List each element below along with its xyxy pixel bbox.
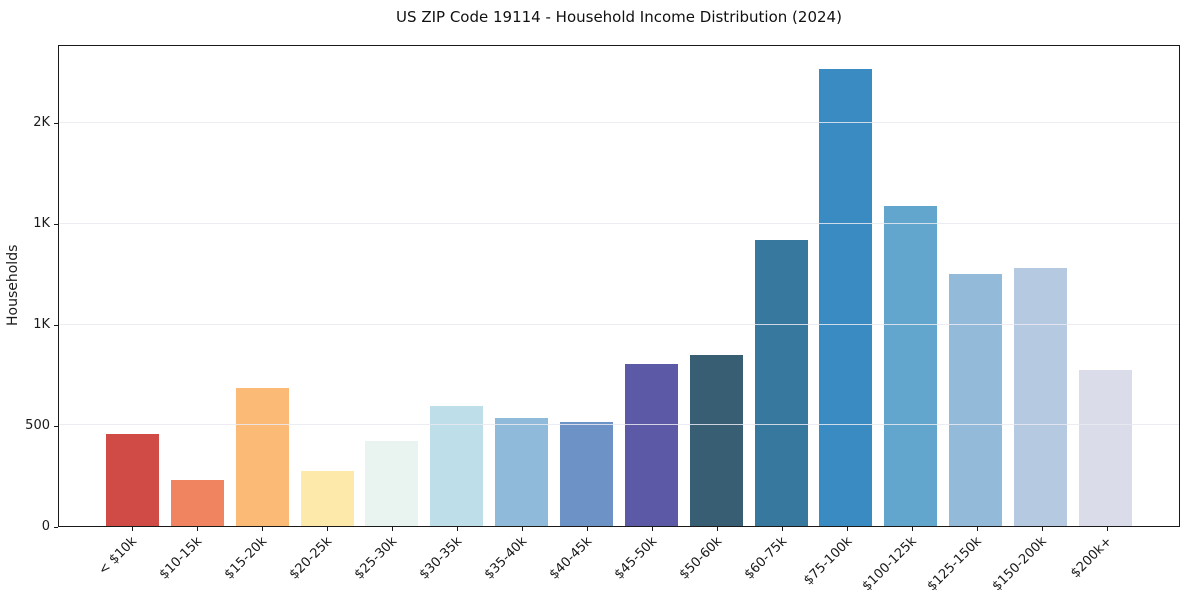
x-tick-label: $15-20k bbox=[221, 534, 271, 583]
x-tick-mark bbox=[1106, 527, 1108, 531]
bar-$45-50k bbox=[624, 363, 678, 526]
x-tick-label: $40-45k bbox=[546, 534, 596, 583]
bar-$200k+ bbox=[1078, 369, 1132, 526]
y-tick-mark bbox=[54, 527, 58, 528]
y-tick-label: 1K bbox=[33, 215, 50, 231]
x-tick-mark bbox=[131, 527, 133, 531]
x-tick-label: $25-30k bbox=[351, 534, 401, 583]
bar-$125-150k bbox=[949, 274, 1003, 526]
bar-$60-75k bbox=[754, 240, 808, 526]
y-tick-label: 1K bbox=[33, 316, 50, 332]
x-tick-mark bbox=[456, 527, 458, 531]
y-tick-label: 0 bbox=[41, 519, 50, 534]
x-tick-label: $125-150k bbox=[924, 534, 986, 590]
bar-$40-45k bbox=[560, 422, 614, 526]
bar-$100-125k bbox=[884, 205, 938, 526]
x-tick-label: $60-75k bbox=[741, 534, 791, 583]
x-tick-mark bbox=[521, 527, 523, 531]
x-tick-mark bbox=[391, 527, 393, 531]
x-tick-mark bbox=[1041, 527, 1043, 531]
x-tick-mark bbox=[846, 527, 848, 531]
x-tick-mark bbox=[716, 527, 718, 531]
bar-$20-25k bbox=[300, 471, 354, 526]
bar-$25-30k bbox=[365, 441, 419, 526]
x-tick-label: < $10k bbox=[96, 534, 141, 579]
bar-$35-40k bbox=[495, 418, 549, 526]
bar-< $10k bbox=[106, 434, 159, 526]
x-tick-label: $35-40k bbox=[481, 534, 531, 583]
y-tick-mark bbox=[54, 324, 58, 326]
bar-$50-60k bbox=[689, 354, 743, 526]
y-tick-label: 500 bbox=[25, 417, 50, 433]
x-tick-label: $200k+ bbox=[1068, 534, 1116, 582]
bar-$75-100k bbox=[819, 68, 873, 526]
x-tick-mark bbox=[326, 527, 328, 531]
x-tick-mark bbox=[651, 527, 653, 531]
x-tick-mark bbox=[976, 527, 978, 531]
y-axis-label: Households bbox=[5, 244, 21, 326]
bar-$150-200k bbox=[1014, 268, 1068, 526]
chart-title: US ZIP Code 19114 - Household Income Dis… bbox=[396, 8, 842, 26]
y-tick-mark bbox=[54, 425, 58, 427]
x-tick-mark bbox=[261, 527, 263, 531]
x-tick-label: $75-100k bbox=[800, 534, 856, 589]
x-tick-mark bbox=[911, 527, 913, 531]
x-tick-mark bbox=[586, 527, 588, 531]
bar-$15-20k bbox=[235, 388, 289, 526]
bars-container bbox=[59, 46, 1179, 526]
x-tick-label: $30-35k bbox=[416, 534, 466, 583]
x-tick-label: $20-25k bbox=[286, 534, 336, 583]
x-tick-label: $100-125k bbox=[859, 534, 921, 590]
x-tick-label: $45-50k bbox=[611, 534, 661, 583]
y-tick-mark bbox=[54, 223, 58, 225]
x-tick-label: $150-200k bbox=[989, 534, 1051, 590]
x-tick-label: $10-15k bbox=[156, 534, 206, 583]
x-tick-mark bbox=[781, 527, 783, 531]
plot-area bbox=[58, 45, 1180, 527]
bar-$30-35k bbox=[430, 406, 484, 526]
y-tick-mark bbox=[54, 122, 58, 124]
bar-$10-15k bbox=[170, 479, 224, 526]
y-tick-label: 2K bbox=[33, 114, 50, 130]
x-tick-label: $50-60k bbox=[676, 534, 726, 583]
x-tick-mark bbox=[196, 527, 198, 531]
